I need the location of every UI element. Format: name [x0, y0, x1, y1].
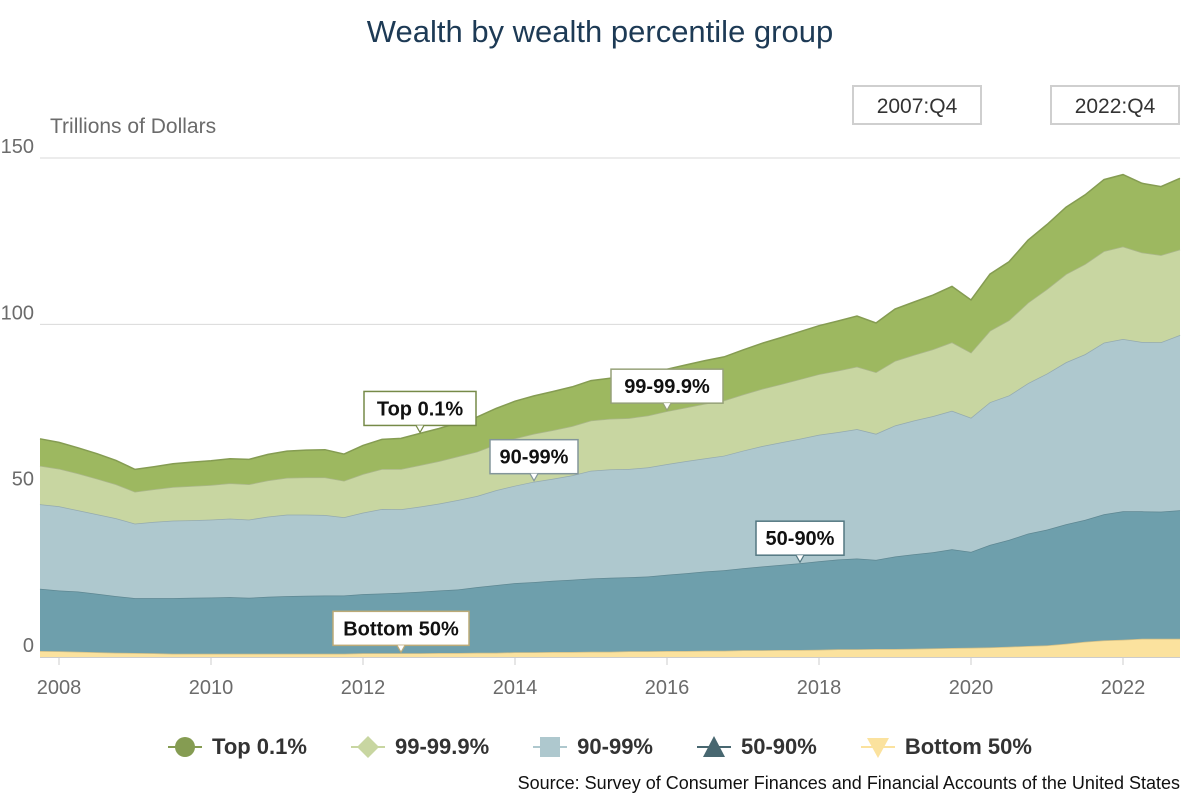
legend-item-50-90[interactable]: 50-90% — [697, 730, 817, 764]
area-90-99[interactable] — [40, 335, 1180, 599]
callout-layer: Top 0.1% 99-99.9% 90-99% 50-90% Bottom 50% — [332, 368, 845, 654]
range-start-selector[interactable]: 2007:Q4 — [852, 85, 982, 125]
x-tick-label: 2010 — [189, 677, 234, 699]
square-icon — [533, 737, 568, 757]
legend-label: 50-90% — [741, 734, 817, 759]
circle-icon — [168, 737, 203, 757]
legend-item-bottom-50[interactable]: Bottom 50% — [860, 730, 1032, 764]
x-tick-label: 2022 — [1101, 677, 1146, 699]
callout-bottom-50: Bottom 50% — [332, 610, 470, 654]
legend-label: 99-99.9% — [394, 734, 490, 759]
chart-title: Wealth by wealth percentile group — [366, 14, 834, 49]
svg-text:Bottom 50%: Bottom 50% — [343, 618, 459, 640]
x-tick-label: 2008 — [37, 677, 82, 699]
axis-layer: 0 50 100 150 2008 2010 2012 2014 2016 2018 2020 202… — [1, 136, 1180, 699]
x-tick-label: 2020 — [949, 677, 994, 699]
y-axis-label: Trillions of Dollars — [50, 115, 216, 138]
x-tick-label: 2018 — [797, 677, 842, 699]
x-tick-label: 2014 — [493, 677, 538, 699]
svg-text:Top 0.1%: Top 0.1% — [377, 398, 464, 420]
area-50-90[interactable] — [40, 510, 1180, 654]
chart-plot: 0 50 100 150 2008 2010 2012 2014 2016 2018 2020 202… — [1, 115, 1181, 699]
range-end-selector[interactable]: 2022:Q4 — [1050, 85, 1180, 125]
svg-text:50-90%: 50-90% — [766, 528, 835, 550]
legend-item-90-99[interactable]: 90-99% — [533, 730, 653, 764]
callout-top-0-1: Top 0.1% — [363, 390, 477, 434]
legend-label: Bottom 50% — [904, 734, 1032, 759]
chart-legend: Top 0.1% 99-99.9% 90-99% 50-90% Bottom 50% — [0, 730, 1200, 764]
y-tick-label: 100 — [1, 302, 34, 324]
callout-90-99: 90-99% — [489, 438, 579, 482]
legend-label: 90-99% — [577, 734, 653, 759]
area-layer — [39, 173, 1181, 657]
x-tick-label: 2016 — [645, 677, 690, 699]
legend-item-99-99-9[interactable]: 99-99.9% — [350, 730, 490, 764]
svg-text:90-99%: 90-99% — [500, 447, 569, 469]
y-tick-label: 0 — [23, 635, 34, 657]
y-tick-label: 50 — [12, 469, 34, 491]
source-note: Source: Survey of Consumer Finances and … — [517, 773, 1180, 793]
triangle-icon — [697, 736, 731, 757]
diamond-icon — [350, 736, 385, 758]
y-tick-label: 150 — [1, 136, 34, 158]
legend-item-top-0-1[interactable]: Top 0.1% — [168, 730, 307, 764]
line-top-0-1 — [39, 173, 1181, 471]
callout-50-90: 50-90% — [755, 520, 845, 564]
svg-text:99-99.9%: 99-99.9% — [624, 376, 710, 398]
x-tick-label: 2012 — [341, 677, 386, 699]
legend-label: Top 0.1% — [212, 734, 307, 759]
area-top-0-1[interactable] — [40, 174, 1180, 492]
callout-99-99-9: 99-99.9% — [610, 368, 724, 412]
triangle-down-icon — [860, 738, 895, 758]
area-bottom-50[interactable] — [40, 638, 1180, 657]
